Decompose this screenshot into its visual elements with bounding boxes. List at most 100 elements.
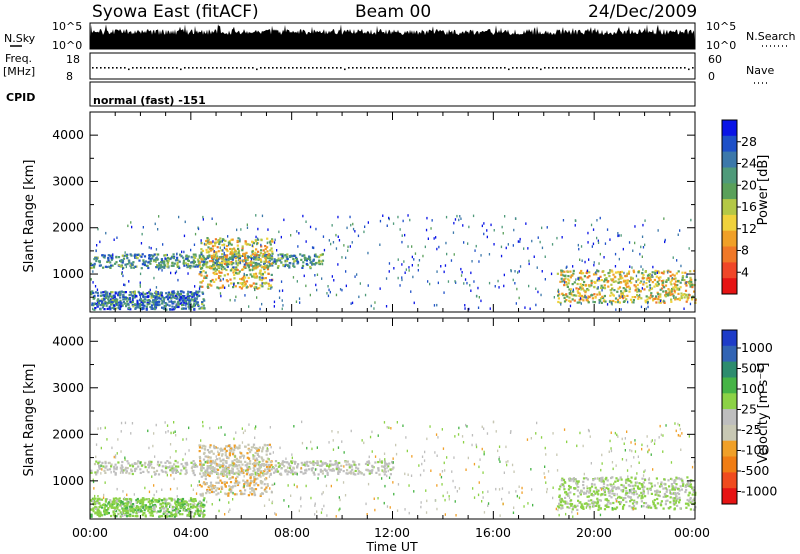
rti-cell [190, 302, 192, 306]
rti-cell [301, 264, 305, 267]
rti-cell [290, 461, 293, 465]
rti-cell [204, 475, 208, 478]
rti-cell [671, 293, 674, 296]
rti-cell [166, 265, 169, 268]
rti-cell [166, 298, 170, 301]
rti-cell [611, 508, 614, 511]
rti-cell [122, 512, 125, 515]
rti-cell [326, 471, 329, 474]
rti-cell [634, 285, 637, 288]
rti-cell [353, 463, 356, 466]
rti-cell [146, 292, 149, 295]
rti-cell [646, 274, 650, 277]
rti-cell [210, 472, 213, 475]
rti-cell [328, 239, 330, 242]
rti-cell [124, 502, 127, 505]
rti-cell [155, 294, 158, 297]
rti-cell [264, 251, 267, 254]
rti-cell [584, 295, 586, 298]
rti-cell [166, 510, 169, 513]
rti-cell [603, 508, 607, 511]
rti-cell [195, 300, 198, 303]
rti-cell [537, 236, 539, 239]
rti-cell [279, 253, 282, 256]
rti-cell [266, 457, 269, 460]
rti-cell [274, 469, 277, 472]
rti-cell [114, 500, 117, 503]
rti-cell [269, 473, 272, 476]
rti-cell [181, 497, 185, 501]
rti-cell [647, 301, 649, 305]
rti-cell [258, 455, 261, 458]
rti-cell [311, 462, 314, 465]
rti-cell [178, 260, 181, 263]
rti-cell [369, 469, 372, 472]
rti-cell [410, 290, 412, 293]
rti-cell [450, 259, 453, 262]
rti-cell [643, 277, 646, 280]
rti-cell [348, 471, 351, 474]
rti-cell [680, 292, 683, 295]
rti-cell [655, 295, 658, 298]
rti-cell [182, 507, 185, 510]
rti-cell [222, 462, 225, 465]
rti-cell [354, 230, 356, 233]
rti-cell [261, 214, 264, 218]
rti-cell [106, 295, 109, 298]
rti-cell [679, 507, 682, 510]
rti-cell [121, 500, 124, 503]
rti-cell [688, 435, 690, 438]
rti-cell [207, 473, 210, 476]
rti-cell [238, 444, 241, 447]
rti-cell [109, 292, 112, 295]
rti-cell [131, 472, 134, 476]
freq-dot [456, 67, 458, 69]
rti-cell [654, 297, 657, 300]
rti-cell [352, 471, 355, 474]
rti-cell [417, 269, 419, 272]
rti-cell [567, 494, 570, 498]
rti-cell [612, 273, 615, 276]
rti-cell [592, 490, 595, 493]
rti-cell [393, 267, 395, 270]
rti-cell [314, 468, 317, 471]
rti-cell [249, 462, 252, 465]
rti-cell [125, 467, 128, 470]
rti-cell [266, 256, 269, 260]
rti-cell [270, 247, 273, 250]
rti-cell [183, 502, 186, 506]
rti-cell [604, 498, 607, 501]
rti-cell [200, 253, 203, 256]
rti-cell [563, 279, 566, 282]
rti-cell [128, 294, 131, 297]
rti-cell [102, 496, 105, 499]
rti-cell [165, 504, 168, 507]
rti-cell [211, 484, 214, 487]
rti-cell [296, 465, 299, 468]
rti-cell [229, 481, 233, 484]
rti-cell [161, 505, 165, 508]
rti-cell [155, 260, 157, 263]
rti-cell [241, 471, 244, 474]
rti-cell [246, 223, 248, 226]
rti-cell [604, 300, 607, 303]
rti-cell [180, 500, 183, 503]
rti-cell [236, 467, 239, 470]
rti-cell [500, 245, 503, 249]
rti-cell [270, 463, 273, 467]
freq-dot [372, 67, 374, 69]
rti-cell [656, 497, 659, 501]
rti-cell [518, 296, 520, 300]
rti-cell [374, 301, 376, 304]
rti-cell [271, 238, 274, 241]
rti-cell [264, 468, 267, 471]
rti-cell [225, 474, 228, 477]
rti-cell [121, 471, 124, 474]
rti-cell [115, 497, 118, 500]
rti-cell [205, 266, 208, 269]
rti-cell [611, 507, 613, 510]
rti-cell [280, 261, 283, 264]
rti-cell [178, 499, 181, 502]
rti-cell [135, 462, 138, 465]
rti-cell [117, 301, 120, 304]
